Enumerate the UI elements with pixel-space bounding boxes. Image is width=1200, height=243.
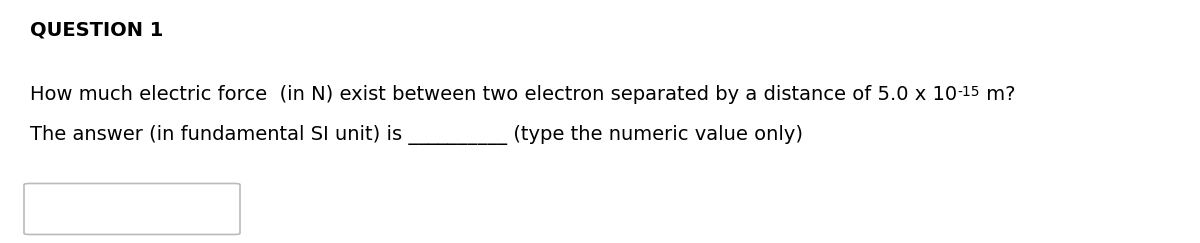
FancyBboxPatch shape (24, 183, 240, 234)
Text: m?: m? (979, 85, 1015, 104)
Text: The answer (in fundamental SI unit) is __________ (type the numeric value only): The answer (in fundamental SI unit) is _… (30, 125, 803, 145)
Text: QUESTION 1: QUESTION 1 (30, 20, 163, 39)
Text: -15: -15 (958, 85, 979, 99)
Text: How much electric force  (in N) exist between two electron separated by a distan: How much electric force (in N) exist bet… (30, 85, 958, 104)
